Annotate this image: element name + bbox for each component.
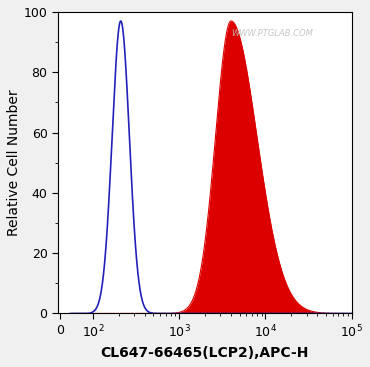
X-axis label: CL647-66465(LCP2),APC-H: CL647-66465(LCP2),APC-H	[101, 346, 309, 360]
Text: WWW.PTGLAB.COM: WWW.PTGLAB.COM	[231, 29, 313, 37]
Y-axis label: Relative Cell Number: Relative Cell Number	[7, 90, 21, 236]
